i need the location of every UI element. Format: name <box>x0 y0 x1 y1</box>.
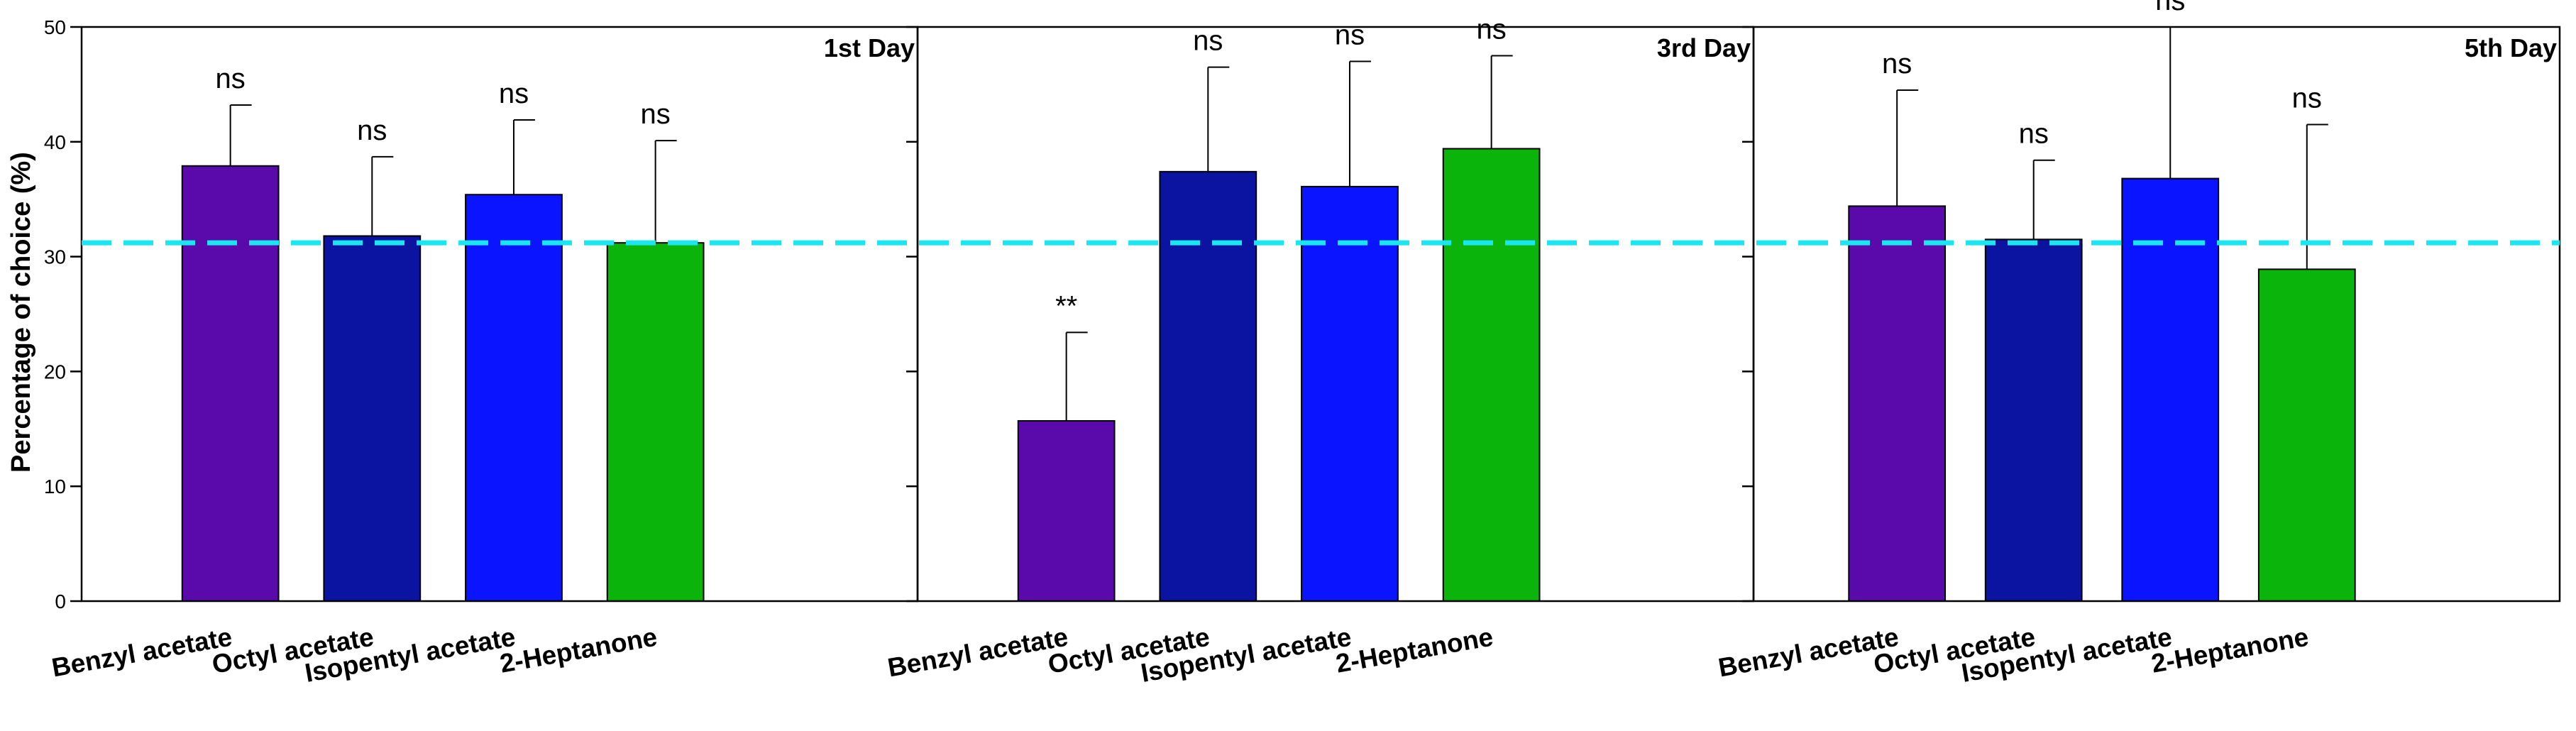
y-tick-label: 30 <box>44 246 66 268</box>
bar-1 <box>181 165 280 602</box>
bar-3 <box>2121 177 2220 603</box>
y-tick-label: 50 <box>44 16 66 38</box>
category-label: 2-Heptanone <box>2149 622 2311 678</box>
y-tick-label: 40 <box>44 131 66 153</box>
bar-4 <box>606 242 705 602</box>
bar-2 <box>1984 238 2083 602</box>
bar-3 <box>1301 185 1399 603</box>
significance-label: ns <box>2155 0 2185 16</box>
bar-2 <box>1159 170 1257 603</box>
significance-label: ns <box>641 99 671 130</box>
bar-2 <box>323 235 422 602</box>
significance-label: ns <box>357 115 387 146</box>
category-label: 2-Heptanone <box>1333 622 1495 678</box>
y-tick-label: 20 <box>44 361 66 383</box>
significance-label: ns <box>216 63 246 94</box>
y-axis-title: Percentage of choice (%) <box>6 152 36 473</box>
significance-label: ns <box>2292 83 2322 114</box>
significance-label: ns <box>2019 119 2049 150</box>
bar-4 <box>1442 148 1541 602</box>
significance-label: ns <box>1477 13 1507 45</box>
significance-label: ns <box>1335 20 1365 51</box>
bar-1 <box>1848 205 1947 602</box>
panel-title: 5th Day <box>2465 33 2557 62</box>
category-label: Benzyl acetate <box>50 622 234 683</box>
panel-title: 1st Day <box>824 33 915 62</box>
panel-title: 3rd Day <box>1657 33 1751 62</box>
significance-label: ns <box>499 78 529 109</box>
y-tick-label: 0 <box>55 590 66 612</box>
category-label: Benzyl acetate <box>886 622 1070 683</box>
significance-label: ns <box>1882 48 1912 79</box>
significance-label: ns <box>1193 26 1223 57</box>
category-label: 2-Heptanone <box>497 622 659 678</box>
bar-4 <box>2257 268 2356 602</box>
significance-label: ** <box>1055 290 1077 321</box>
bar-1 <box>1017 419 1116 602</box>
y-tick-label: 10 <box>44 476 66 498</box>
panel-frame <box>1752 26 2561 603</box>
bar-3 <box>465 194 563 602</box>
